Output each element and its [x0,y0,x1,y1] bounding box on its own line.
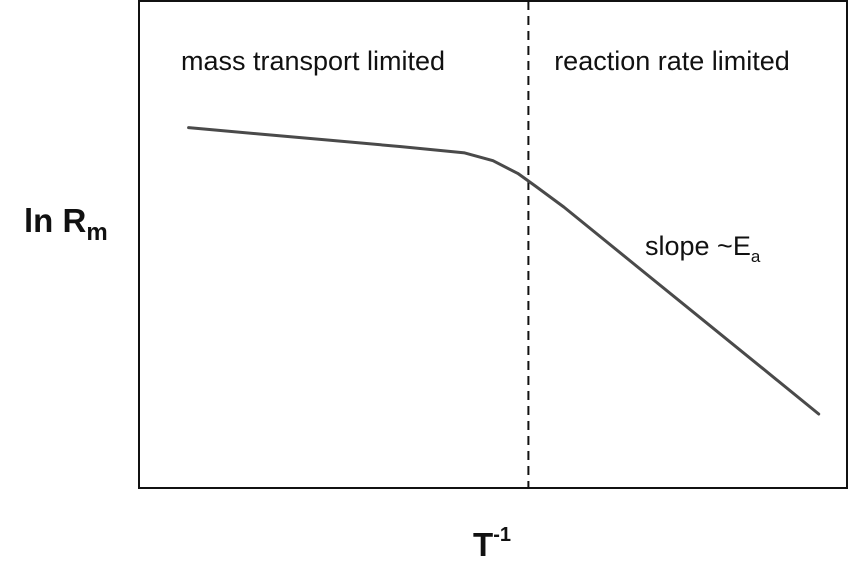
data-point [534,185,536,187]
data-point [188,127,190,129]
series-line [187,126,821,416]
data-point [492,160,494,162]
data-point [775,378,777,380]
data-point [329,139,331,141]
y-axis-label-subscript: m [86,219,107,246]
slope-annotation: slope ~Ea [645,231,761,266]
data-point [400,146,402,148]
data-point [818,413,820,415]
plot-area [138,0,848,489]
data-point [704,321,706,323]
data-point [258,133,260,135]
data-point [464,152,466,154]
y-axis-label-base: ln R [24,202,86,239]
y-axis-label: ln Rm [24,202,108,246]
data-point [517,172,519,174]
data-point [563,206,565,208]
data-point [634,263,636,265]
region-label-reaction-rate: reaction rate limited [554,46,790,76]
slope-annotation-subscript: a [751,247,761,266]
x-axis-label-base: T [473,526,493,563]
x-axis-label-superscript: -1 [493,524,511,546]
data-points [188,127,820,415]
slope-annotation-text: slope ~E [645,231,751,261]
region-label-mass-transport: mass transport limited [181,46,445,76]
x-axis-label: T-1 [473,524,511,563]
